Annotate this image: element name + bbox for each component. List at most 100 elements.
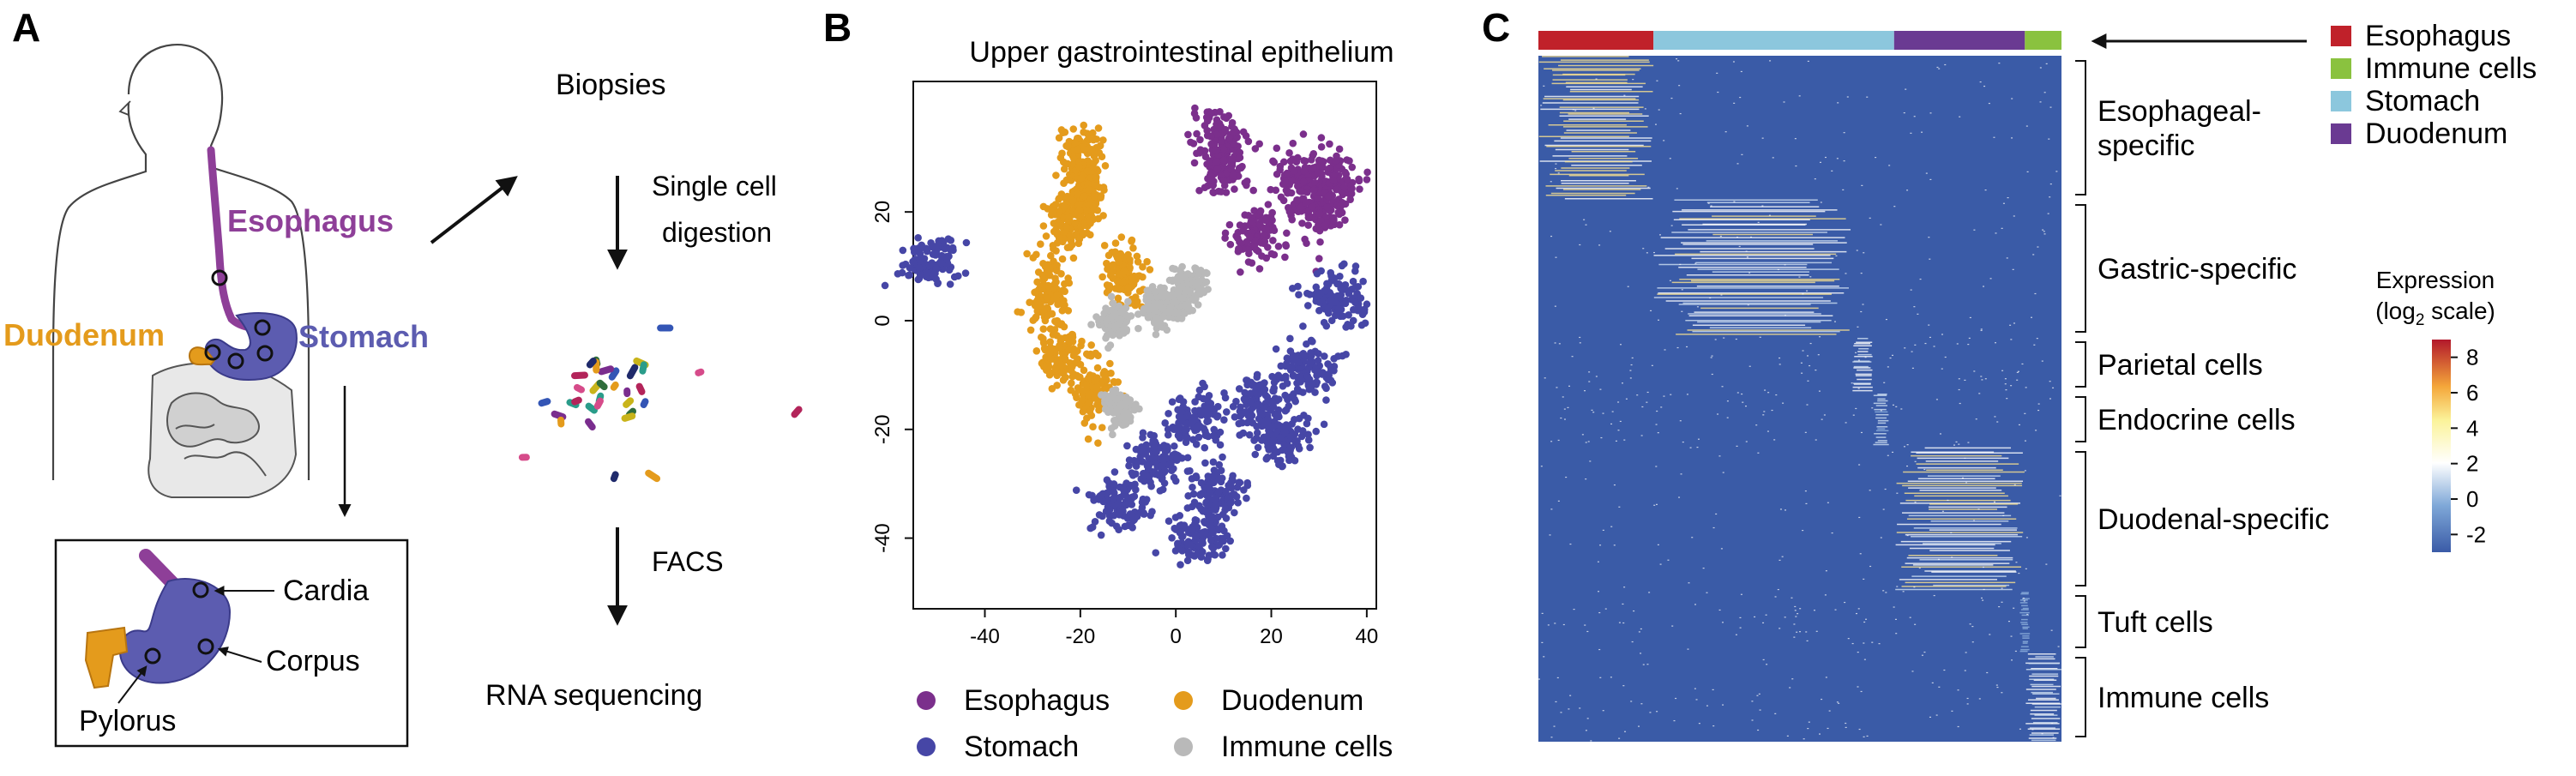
tsne-point — [1285, 456, 1293, 465]
tsne-point — [1323, 203, 1331, 211]
tsne-point — [1093, 383, 1101, 391]
tsne-point — [1298, 220, 1306, 227]
tsne-point — [1204, 404, 1213, 412]
tsne-point — [1107, 292, 1116, 301]
tsne-point — [1288, 364, 1296, 372]
tsne-point — [1116, 508, 1124, 517]
tsne-point — [1029, 254, 1038, 262]
tsne-point — [1236, 153, 1244, 162]
tsne-point — [1196, 135, 1204, 144]
tsne-point — [1150, 443, 1158, 452]
body-silhouette — [51, 44, 310, 480]
tsne-point — [1103, 489, 1110, 497]
tsne-point — [1269, 436, 1278, 444]
tsne-point — [1345, 157, 1353, 165]
tsne-plot-frame — [912, 81, 1377, 610]
tsne-point — [1069, 352, 1078, 359]
tsne-point — [1345, 311, 1352, 319]
tsne-point — [1275, 460, 1283, 469]
tsne-point — [1026, 326, 1035, 334]
tsne-point — [1162, 454, 1171, 462]
tsne-point — [1060, 165, 1068, 173]
tsne-point — [1244, 137, 1253, 146]
tsne-point — [1082, 381, 1091, 389]
tsne-point — [1231, 413, 1239, 421]
tsne-point — [1064, 274, 1072, 282]
tsne-point — [1026, 298, 1033, 306]
tsne-point — [1316, 238, 1324, 246]
tsne-point — [1222, 114, 1231, 123]
cell-glyph — [573, 383, 586, 394]
tsne-point — [1152, 330, 1160, 339]
stomach-organ — [204, 312, 298, 381]
tsne-point — [1225, 134, 1234, 141]
x-tick-label: -40 — [970, 625, 1000, 648]
tsne-point — [1217, 188, 1225, 196]
tsne-point — [1220, 389, 1228, 397]
tsne-point — [1085, 399, 1092, 407]
tsne-point — [1236, 412, 1244, 420]
cell-glyph — [791, 406, 803, 418]
tsne-point — [914, 234, 922, 242]
tsne-point — [1285, 433, 1294, 442]
tsne-point — [1101, 372, 1110, 381]
tsne-point — [1132, 462, 1141, 470]
row-group: Tuft cells — [2075, 595, 2213, 648]
tsne-point — [1151, 307, 1159, 315]
tsne-point — [1198, 530, 1207, 538]
tsne-point — [1160, 479, 1169, 487]
biopsy-arrow — [430, 176, 518, 244]
tsne-point — [1124, 250, 1132, 259]
tsne-point — [1207, 132, 1215, 141]
tsne-point — [1045, 370, 1054, 379]
tsne-point — [1037, 301, 1044, 310]
tsne-point — [1200, 288, 1208, 297]
tsne-point — [1039, 325, 1048, 333]
tsne-point — [1290, 167, 1298, 175]
tsne-point — [1064, 143, 1073, 151]
tsne-point — [1312, 365, 1320, 374]
tsne-point — [1326, 156, 1334, 165]
row-group-label: specific — [2098, 129, 2194, 162]
tsne-point — [1338, 262, 1346, 270]
tsne-point — [1361, 319, 1369, 328]
tsne-point — [1258, 252, 1266, 260]
tsne-point — [1284, 189, 1291, 197]
intestines — [147, 362, 298, 498]
tsne-point — [1274, 411, 1282, 418]
inset-pointers — [117, 586, 274, 704]
tsne-point — [1354, 282, 1363, 291]
heatmap-block — [1538, 56, 2058, 200]
tsne-point — [1260, 232, 1268, 239]
pylorus-label: Pylorus — [79, 705, 176, 737]
tsne-point — [1189, 279, 1198, 286]
tsne-point — [1117, 233, 1126, 241]
tsne-point — [1289, 139, 1297, 147]
tsne-point — [1177, 529, 1184, 537]
cell-glyph — [557, 416, 565, 428]
tsne-point — [1270, 226, 1279, 234]
tsne-point — [1086, 371, 1094, 379]
tsne-point — [1280, 440, 1288, 448]
tsne-legend-item: Immune cells — [1174, 731, 1393, 763]
tsne-point — [1184, 550, 1193, 559]
tsne-point — [1195, 148, 1204, 157]
tsne-point — [1346, 196, 1354, 203]
tsne-point — [1177, 408, 1185, 417]
tsne-point — [1254, 443, 1262, 452]
tsne-point — [1107, 424, 1116, 432]
tsne-point — [1303, 239, 1310, 248]
tsne-point — [1105, 517, 1114, 526]
tsne-point — [1247, 217, 1255, 226]
tsne-point — [1234, 244, 1243, 253]
tsne-point — [915, 264, 924, 272]
tsne-point — [1102, 334, 1110, 342]
cell-glyph — [584, 418, 596, 431]
tsne-point — [901, 260, 910, 268]
stomach-label: Stomach — [298, 319, 429, 354]
tsne-point — [1115, 500, 1123, 508]
tsne-point — [1060, 202, 1068, 211]
tsne-point — [1270, 378, 1279, 387]
cluster-color-bar — [1538, 31, 2061, 50]
